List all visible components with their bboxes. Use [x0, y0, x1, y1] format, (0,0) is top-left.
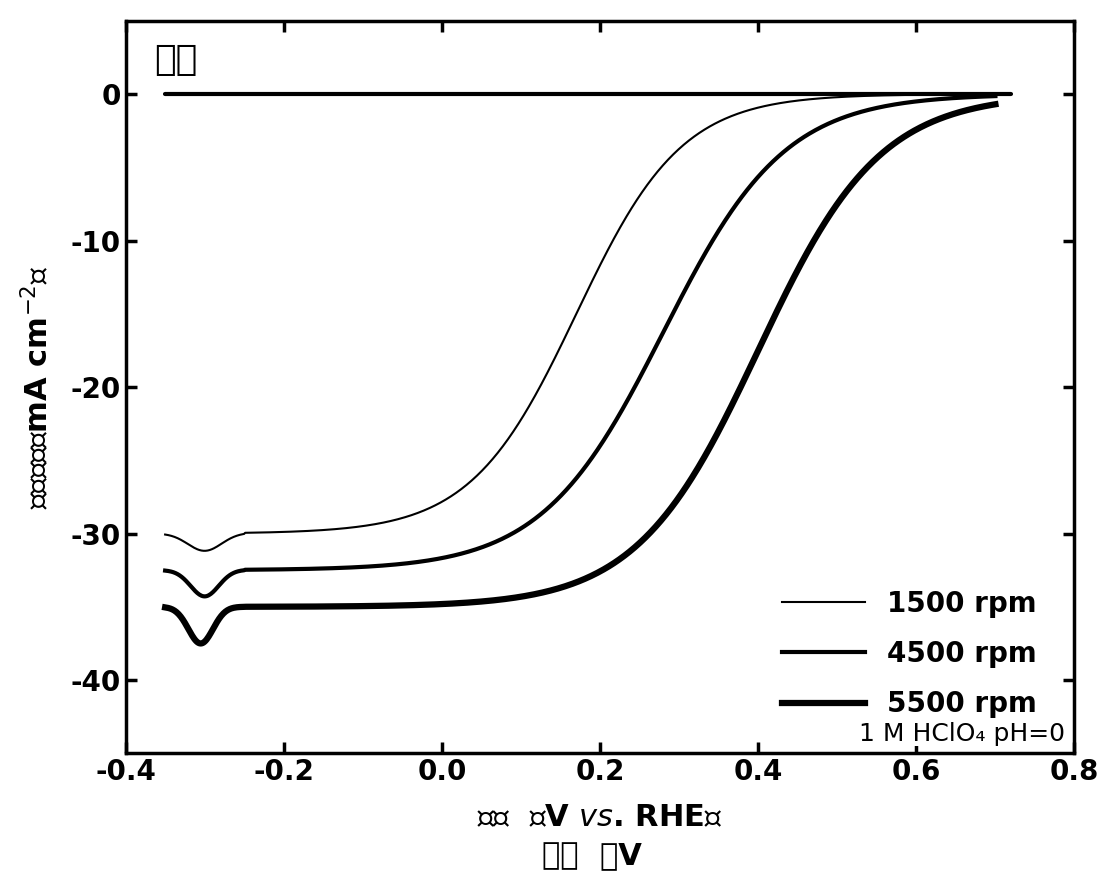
X-axis label: 电压  （V $\it{vs}$. RHE）: 电压 （V $\it{vs}$. RHE） [477, 803, 722, 832]
Y-axis label: 电流密度（mA cm$^{-2}$）: 电流密度（mA cm$^{-2}$） [21, 266, 54, 509]
Text: （V: （V [600, 842, 653, 870]
Text: 电压: 电压 [542, 842, 600, 870]
Legend: 1500 rpm, 4500 rpm, 5500 rpm: 1500 rpm, 4500 rpm, 5500 rpm [768, 576, 1051, 732]
Text: 1 M HClO₄ pH=0: 1 M HClO₄ pH=0 [859, 722, 1065, 746]
Text: 暗场: 暗场 [155, 42, 197, 77]
